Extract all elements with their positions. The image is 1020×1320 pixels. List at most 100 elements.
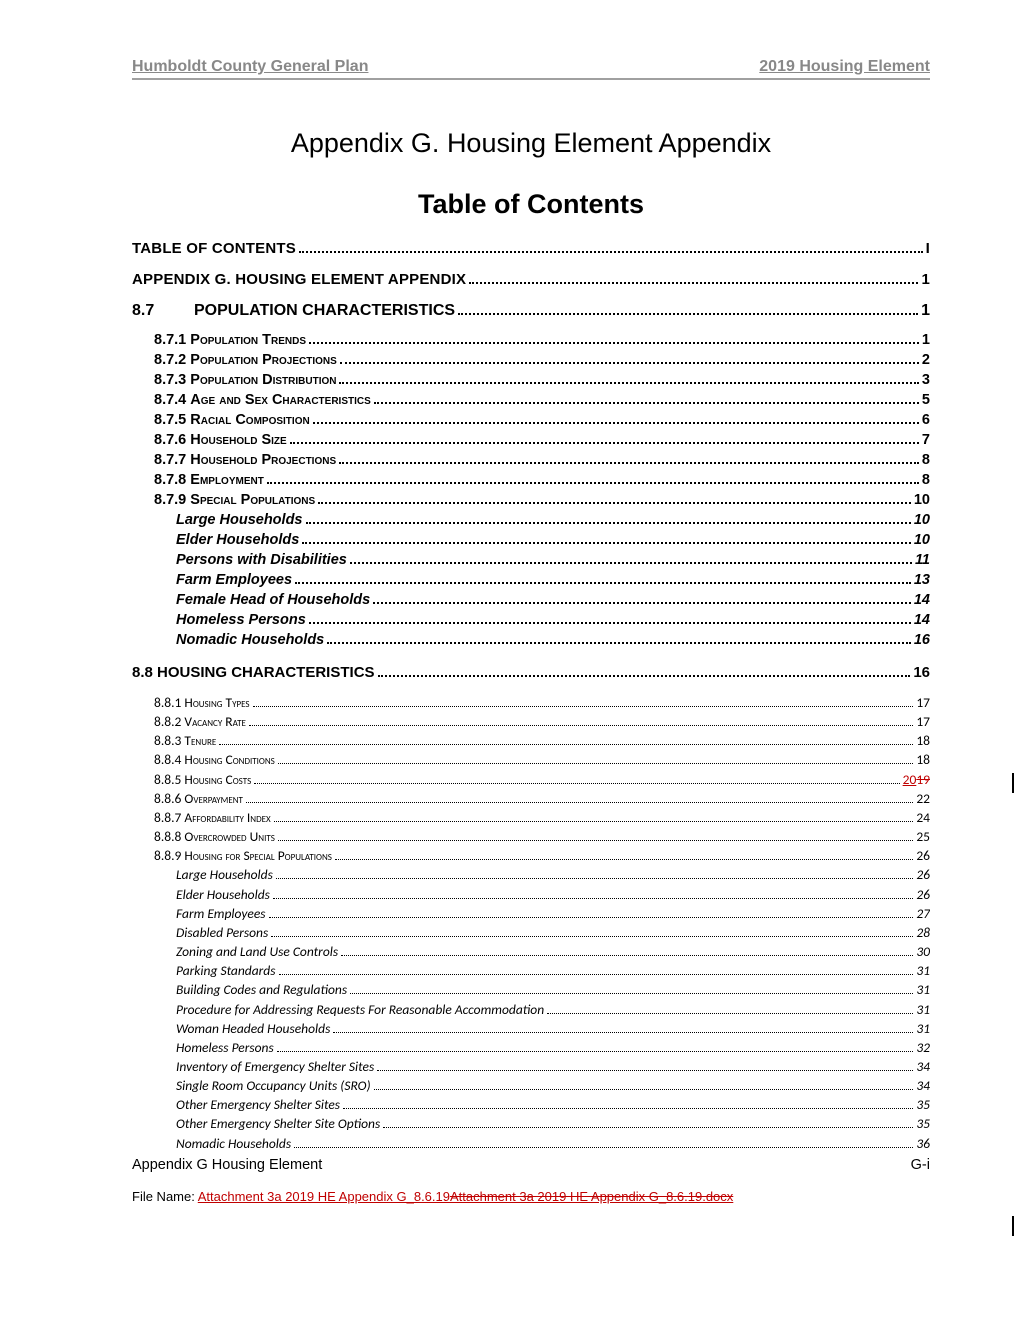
toc-dots [253, 706, 914, 707]
filename-old: Attachment 3a 2019 HE Appendix G_8.6.19.… [450, 1189, 733, 1204]
revision-mark [1012, 773, 1014, 793]
page-footer: Appendix G Housing Element G-i [132, 1157, 930, 1173]
toc-entry: 8.8 HOUSING CHARACTERISTICS 16 [132, 664, 930, 681]
toc-entry: Female Head of Households14 [132, 590, 930, 610]
toc-label: Disabled Persons [176, 923, 268, 942]
toc-page: 16 [914, 630, 930, 650]
toc-page: 26 [916, 865, 930, 884]
toc-dots [469, 282, 918, 284]
toc-label: 8.8.4 Housing Conditions [154, 750, 275, 769]
toc-dots [374, 1089, 914, 1090]
toc-dots [318, 502, 911, 504]
toc-page: 31 [916, 1000, 930, 1019]
toc-page: 1 [921, 271, 930, 288]
toc-page: 1 [922, 330, 930, 350]
toc-entry: Farm Employees 27 [132, 904, 930, 923]
toc-entry: 8.7.1 Population Trends 1 [132, 330, 930, 350]
appendix-title: Appendix G. Housing Element Appendix [132, 128, 930, 159]
toc-page: 36 [916, 1134, 930, 1153]
toc-dots [306, 522, 911, 524]
toc-page: 24 [916, 808, 930, 827]
toc-label: Homeless Persons [176, 1038, 274, 1057]
toc-entry: Large Households 10 [132, 510, 930, 530]
toc-page: 5 [922, 390, 930, 410]
toc-page: 2 [922, 350, 930, 370]
toc-entry: APPENDIX G. HOUSING ELEMENT APPENDIX1 [132, 271, 930, 288]
toc-label: 8.8.3 Tenure [154, 731, 216, 750]
toc-label: Farm Employees [176, 570, 292, 590]
toc-label: 8.8.9 Housing for Special Populations [154, 846, 332, 865]
toc-entry: Nomadic Households16 [132, 630, 930, 650]
toc-label: Farm Employees [176, 904, 266, 923]
toc-label: Single Room Occupancy Units (SRO) [176, 1076, 371, 1095]
toc-label: Homeless Persons [176, 610, 306, 630]
toc-page: 10 [914, 490, 930, 510]
filename-new: Attachment 3a 2019 HE Appendix G_8.6.19 [198, 1189, 450, 1204]
toc-label: Elder Households [176, 530, 299, 550]
toc-dots [374, 402, 919, 404]
toc-label: 8.8 HOUSING CHARACTERISTICS [132, 664, 375, 681]
toc-entry: Farm Employees13 [132, 570, 930, 590]
toc-dots [335, 859, 913, 860]
toc-dots [339, 382, 918, 384]
toc-label: 8.7.1 Population Trends [154, 330, 306, 350]
page-header: Humboldt County General Plan 2019 Housin… [132, 58, 930, 80]
toc-entry: 8.7.8 Employment8 [132, 470, 930, 490]
toc-dots [378, 675, 911, 677]
toc-dots [279, 974, 914, 975]
toc-dots [309, 622, 911, 624]
toc-entry: 8.8.1 Housing Types17 [132, 693, 930, 712]
toc-entry: 8.7.9 Special Populations10 [132, 490, 930, 510]
toc-page: 7 [922, 430, 930, 450]
toc-entry: 8.8.2 Vacancy Rate17 [132, 712, 930, 731]
header-right: 2019 Housing Element [759, 58, 930, 76]
toc-label: Large Households [176, 510, 303, 530]
toc-label: 8.7.5 Racial Composition [154, 410, 310, 430]
toc-dots [313, 422, 919, 424]
toc-dots [373, 602, 911, 604]
toc-label: Elder Households [176, 885, 270, 904]
toc-dots [333, 1032, 913, 1033]
toc-page: 2019 [903, 770, 930, 789]
toc-title: Table of Contents [132, 189, 930, 220]
toc-entry: Elder Households10 [132, 530, 930, 550]
toc-label: 8.7POPULATION CHARACTERISTICS [132, 302, 455, 320]
toc-entry: 8.8.5 Housing Costs2019 [132, 770, 930, 789]
toc-entry: Building Codes and Regulations31 [132, 980, 930, 999]
toc-dots [377, 1070, 913, 1071]
toc-dots [290, 442, 919, 444]
toc-entry: TABLE OF CONTENTSI [132, 240, 930, 257]
toc-page: 35 [916, 1114, 930, 1133]
toc-dots [271, 936, 913, 937]
toc-dots [254, 783, 899, 784]
toc-label: Parking Standards [176, 961, 276, 980]
toc-dots [278, 763, 913, 764]
toc-page: 18 [916, 731, 930, 750]
toc-entry: 8.7POPULATION CHARACTERISTICS 1 [132, 302, 930, 320]
toc-page: 22 [916, 789, 930, 808]
toc-page: 14 [914, 610, 930, 630]
toc-page: 27 [916, 904, 930, 923]
toc-page: 18 [916, 750, 930, 769]
toc-dots [246, 802, 913, 803]
toc-page: 1 [921, 302, 930, 320]
toc-page: 32 [916, 1038, 930, 1057]
toc-page: 17 [916, 712, 930, 731]
toc-page: 34 [916, 1057, 930, 1076]
toc-dots [341, 955, 913, 956]
toc-page: 28 [916, 923, 930, 942]
toc-page: 10 [914, 510, 930, 530]
filename-prefix: File Name: [132, 1189, 198, 1204]
toc-label: 8.7.7 Household Projections [154, 450, 336, 470]
toc-dots [299, 251, 923, 253]
toc-entry: 8.8.3 Tenure 18 [132, 731, 930, 750]
toc-label: Other Emergency Shelter Sites [176, 1095, 340, 1114]
toc-dots [547, 1013, 913, 1014]
footer-right: G-i [911, 1157, 930, 1173]
toc-label: Building Codes and Regulations [176, 980, 347, 999]
toc-dots [277, 1051, 914, 1052]
toc-entry: Zoning and Land Use Controls30 [132, 942, 930, 961]
toc-page: 31 [916, 1019, 930, 1038]
toc-page: I [926, 240, 930, 257]
toc-dots [267, 482, 919, 484]
